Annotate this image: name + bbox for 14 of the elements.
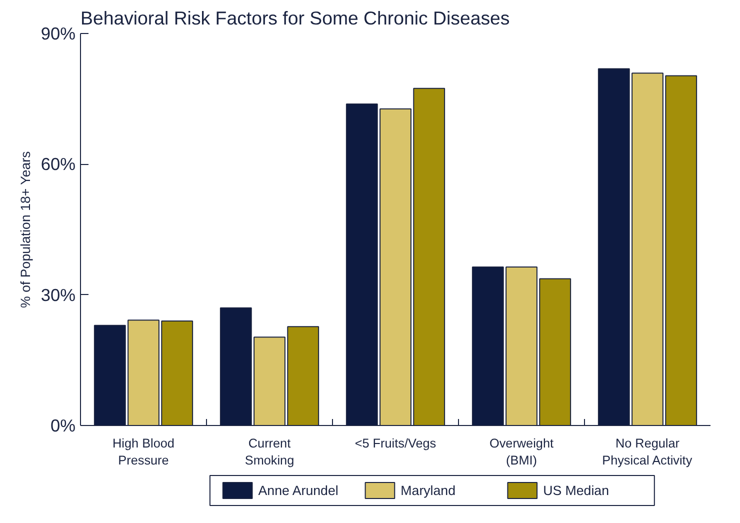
y-tick-label: 90% <box>40 24 76 44</box>
legend-label: Maryland <box>400 483 456 498</box>
x-tick-label: Current Smoking <box>244 436 294 468</box>
y-tick-label: 60% <box>40 154 76 174</box>
y-tick-label: 30% <box>40 284 76 305</box>
x-tick-label: Overweight (BMI) <box>489 436 554 468</box>
x-tick-label: High Blood Pressure <box>112 436 174 468</box>
legend-label: Anne Arundel <box>258 483 338 498</box>
chart-title: Behavioral Risk Factors for Some Chronic Diseases <box>80 8 510 28</box>
x-tick-label: <5 Fruits/Vegs <box>354 436 436 450</box>
y-axis-title: % of Population 18+ Years <box>18 150 33 308</box>
legend-label: US Median <box>543 483 610 498</box>
x-tick-label: No Regular Physical Activity <box>602 436 693 468</box>
y-tick-label: 0% <box>50 416 76 436</box>
